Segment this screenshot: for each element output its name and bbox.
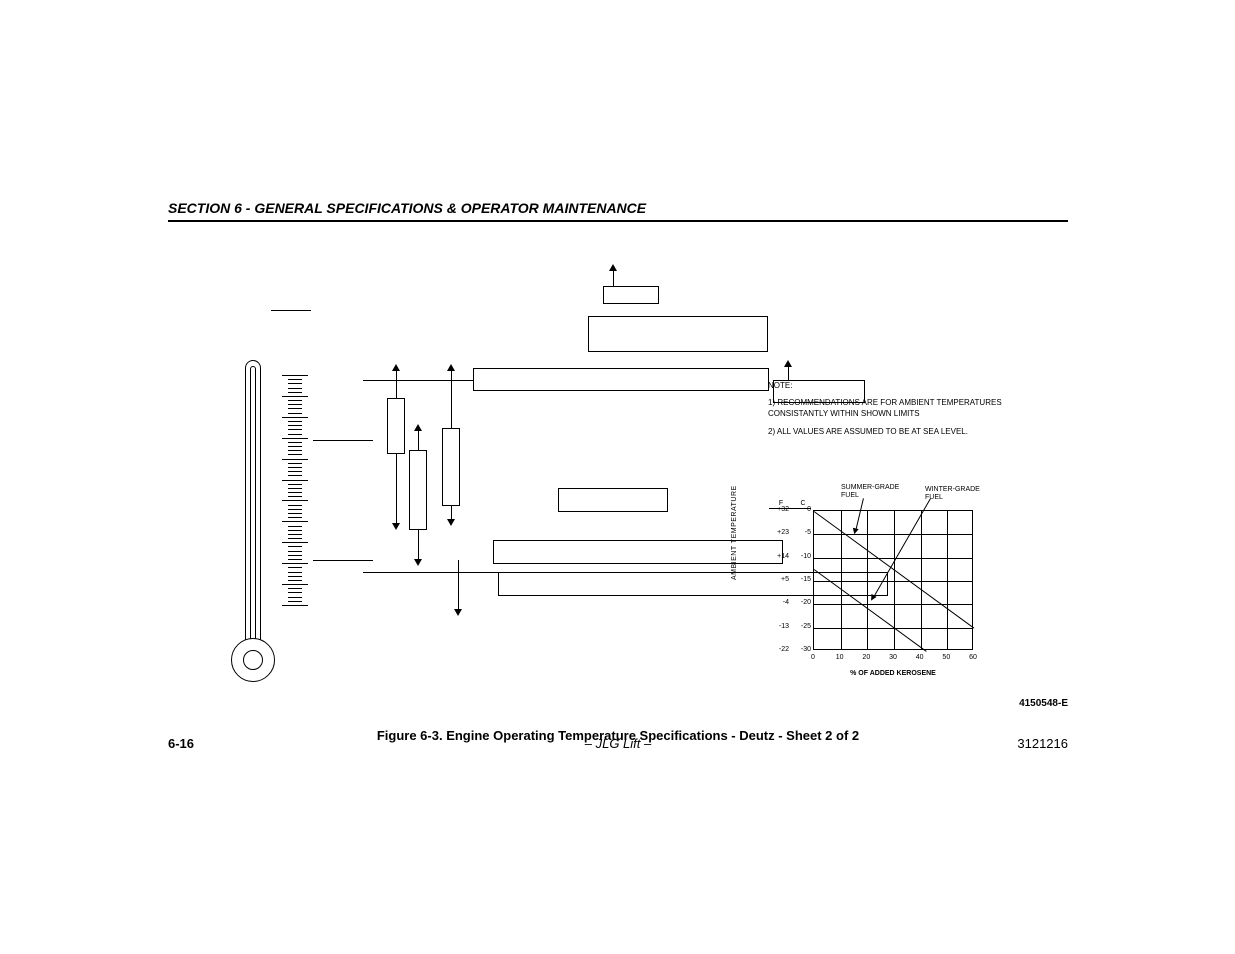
notes-title: NOTE: <box>768 380 1018 391</box>
ytick-c: -10 <box>793 553 811 560</box>
ytick-c: -15 <box>793 576 811 583</box>
footer-doc: 3121216 <box>1017 736 1068 751</box>
ytick-f: +23 <box>765 529 789 536</box>
y-axis-label: AMBIENT TEMPERATURE <box>731 485 738 580</box>
notes-line-2: 2) ALL VALUES ARE ASSUMED TO BE AT SEA L… <box>768 426 1018 437</box>
ytick-c: 0 <box>793 506 811 513</box>
xtick: 40 <box>912 654 928 661</box>
xtick: 0 <box>805 654 821 661</box>
ytick-f: -13 <box>765 623 789 630</box>
thermometer-scale: // ticks rendered below via JS after dat… <box>282 375 312 605</box>
xtick: 50 <box>938 654 954 661</box>
diagram: // ticks rendered below via JS after dat… <box>168 250 1068 710</box>
drawing-number: 4150548-E <box>1019 698 1068 709</box>
ytick-f: +5 <box>765 576 789 583</box>
ytick-c: -25 <box>793 623 811 630</box>
xtick: 20 <box>858 654 874 661</box>
stub-line <box>271 310 311 311</box>
xtick: 30 <box>885 654 901 661</box>
ytick-c: -30 <box>793 646 811 653</box>
summer-fuel-label: SUMMER-GRADEFUEL <box>841 484 899 499</box>
ytick-f: -22 <box>765 646 789 653</box>
chart-grid <box>813 510 973 650</box>
ytick-c: -20 <box>793 599 811 606</box>
notes-block: NOTE: 1) RECOMMENDATIONS ARE FOR AMBIENT… <box>768 380 1018 443</box>
ytick-f: -4 <box>765 599 789 606</box>
kerosene-chart: SUMMER-GRADEFUEL WINTER-GRADEFUEL F C AM… <box>753 480 1033 700</box>
x-axis-label: % OF ADDED KEROSENE <box>813 670 973 677</box>
ytick-c: -5 <box>793 529 811 536</box>
ytick-f: +14 <box>765 553 789 560</box>
notes-line-1: 1) RECOMMENDATIONS ARE FOR AMBIENT TEMPE… <box>768 397 1018 419</box>
ytick-f: +32 <box>765 506 789 513</box>
thermometer-icon <box>223 360 283 700</box>
xtick: 10 <box>832 654 848 661</box>
section-header: SECTION 6 - GENERAL SPECIFICATIONS & OPE… <box>168 200 1068 222</box>
xtick: 60 <box>965 654 981 661</box>
footer-center: – JLG Lift – <box>168 736 1068 751</box>
winter-fuel-label: WINTER-GRADEFUEL <box>925 486 980 501</box>
